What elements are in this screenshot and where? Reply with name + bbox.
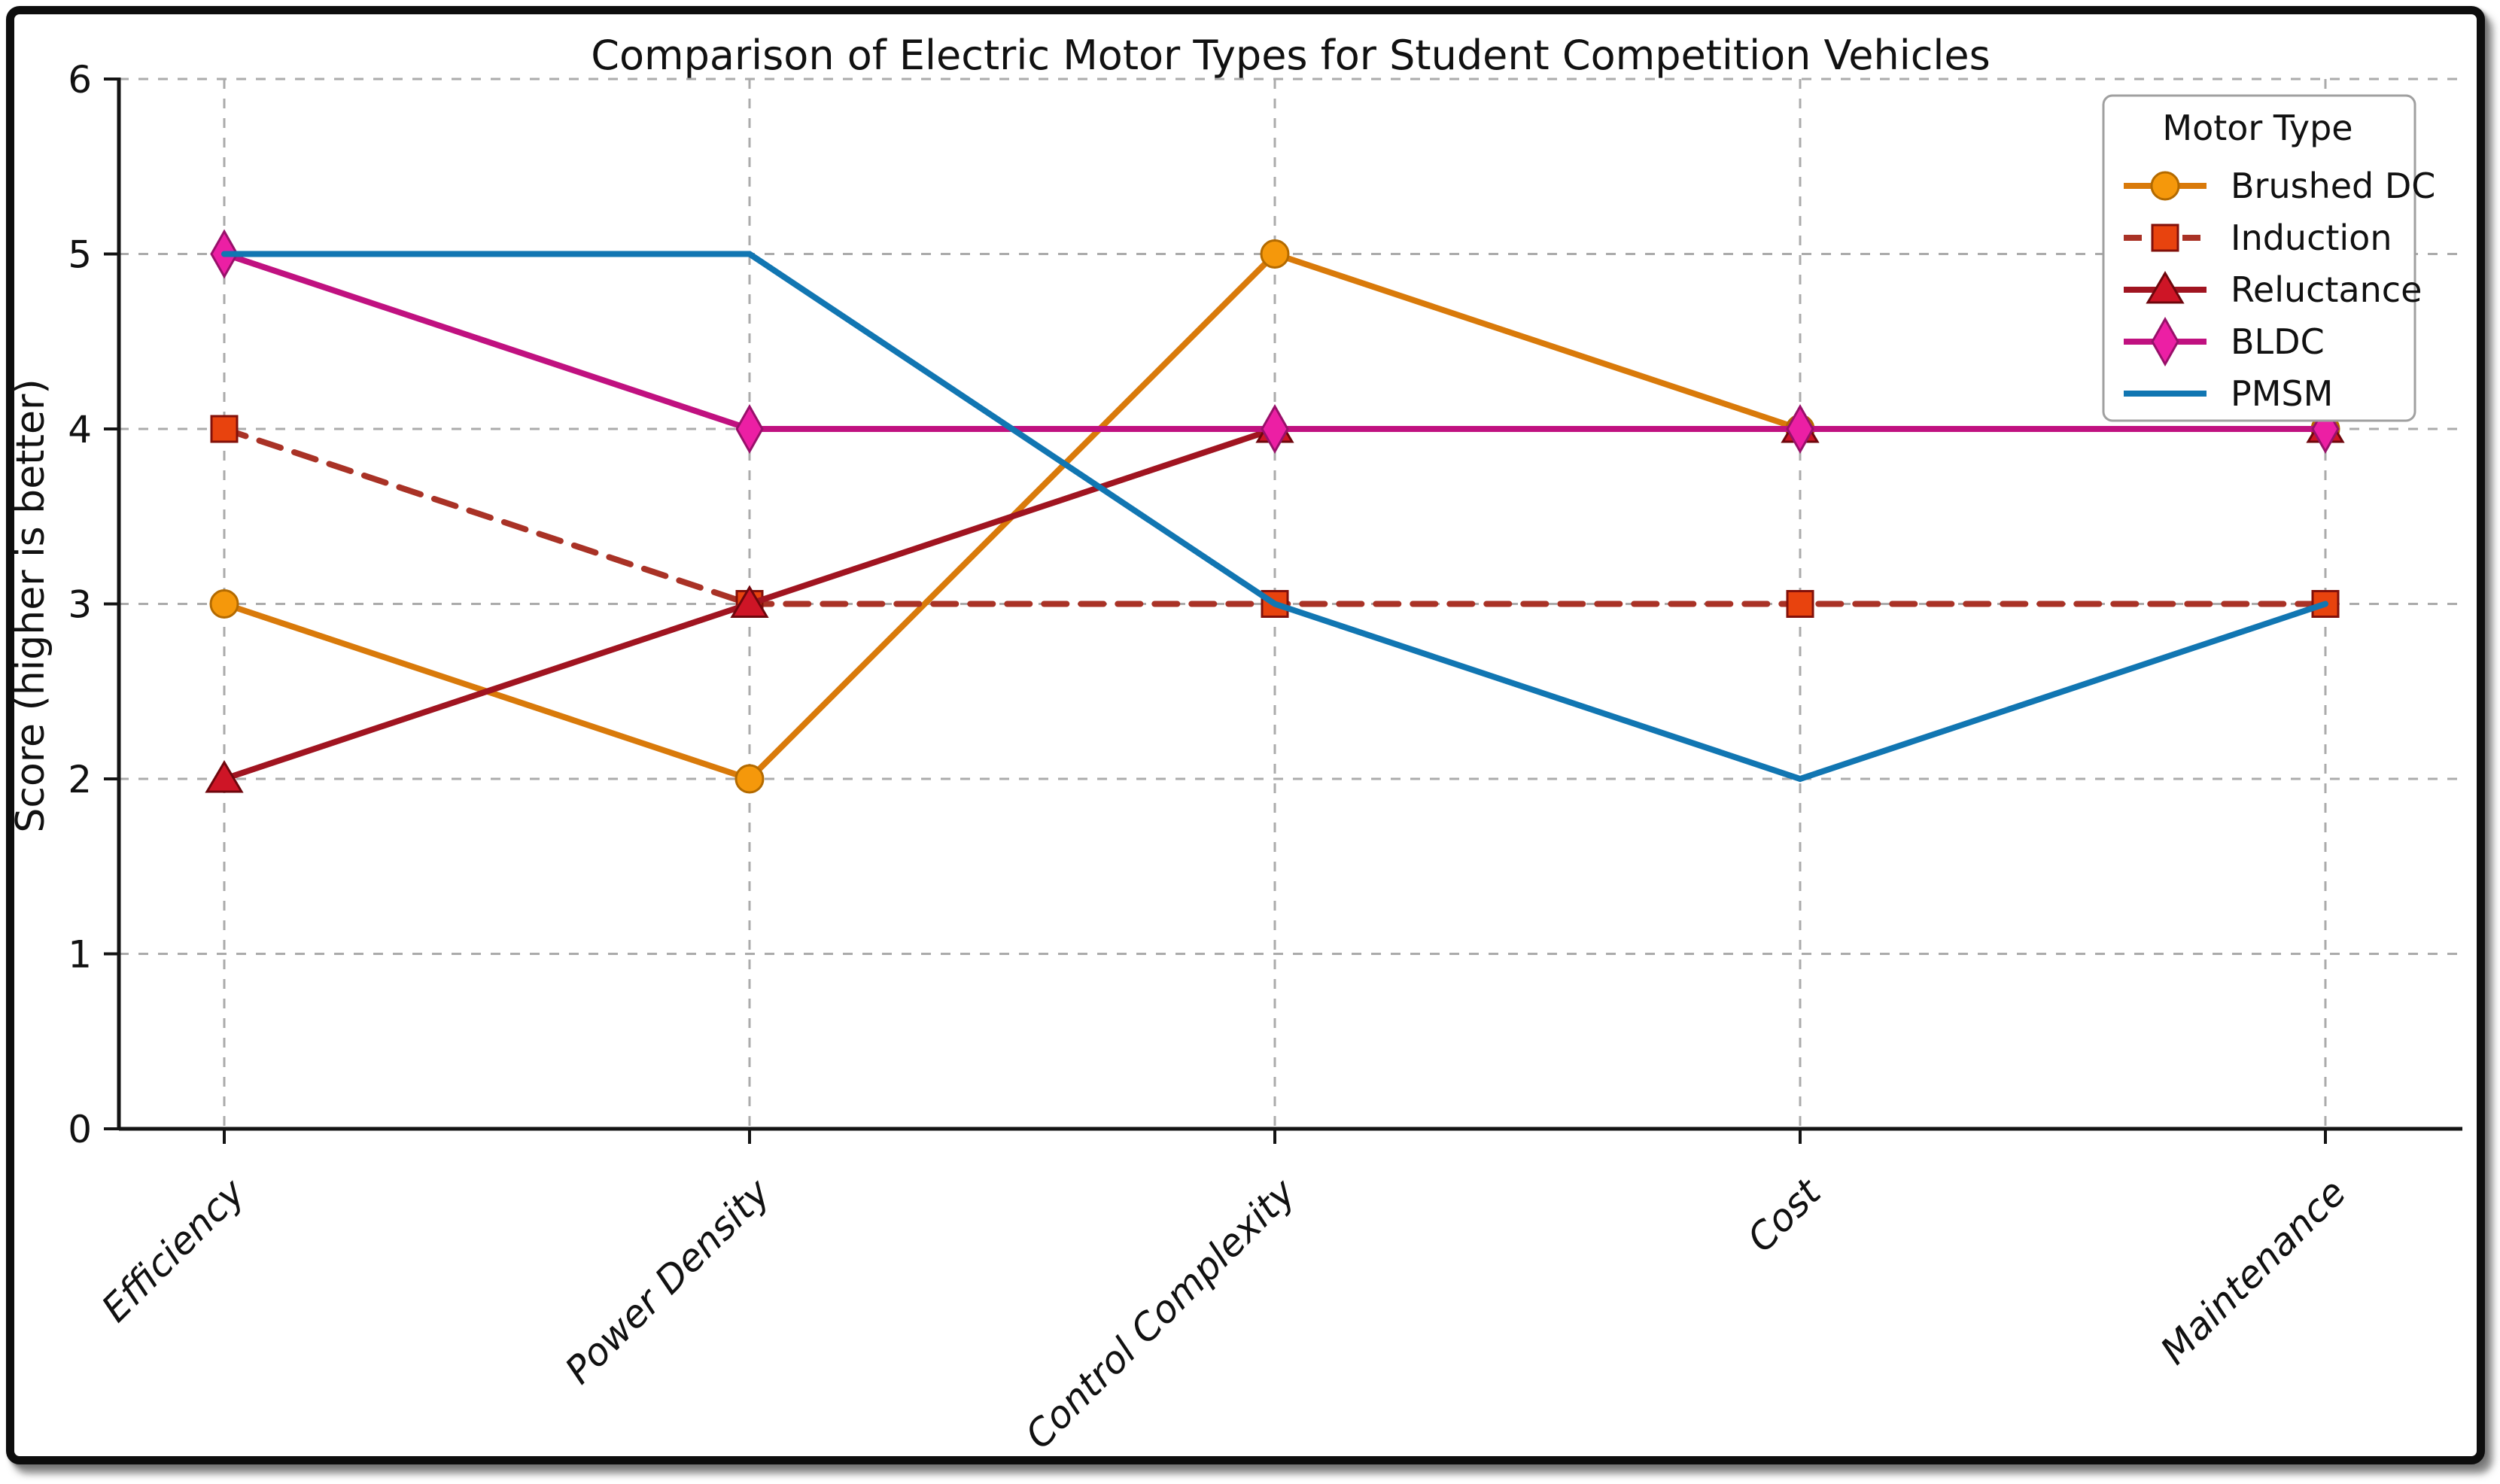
y-tick-label-2: 2 xyxy=(68,758,92,801)
y-tick-label-3: 3 xyxy=(68,583,92,627)
legend-label-induction: Induction xyxy=(2231,217,2392,258)
marker-bldc-cost xyxy=(1786,403,1814,455)
legend-label-brushed-dc: Brushed DC xyxy=(2231,166,2435,206)
marker-bldc-control-complexity xyxy=(1261,403,1289,455)
series-bldc xyxy=(210,229,2340,455)
marker-brushed-dc-control-complexity xyxy=(1260,239,1290,269)
marker-brushed-dc-efficiency xyxy=(209,589,239,619)
marker-reluctance-power-density xyxy=(730,585,769,618)
legend-label-bldc: BLDC xyxy=(2231,321,2325,362)
y-axis-label: Score (higher is better) xyxy=(8,379,53,832)
legend-sample-marker-reluctance xyxy=(2146,271,2185,304)
legend-sample-marker-induction xyxy=(2151,224,2179,252)
marker-induction-cost xyxy=(1786,590,1814,618)
marker-bldc-power-density xyxy=(735,403,764,455)
x-tick-label-cost: Cost xyxy=(1739,1169,1830,1260)
marker-reluctance-efficiency xyxy=(205,760,244,793)
legend-label-reluctance: Reluctance xyxy=(2231,269,2422,310)
y-tick-label-1: 1 xyxy=(68,933,92,977)
legend-sample-marker-bldc xyxy=(2151,316,2179,367)
legend-sample-marker-brushed-dc xyxy=(2150,171,2180,201)
chart-frame xyxy=(6,6,2485,1464)
y-tick-label-5: 5 xyxy=(68,233,92,277)
legend-label-pmsm: PMSM xyxy=(2231,373,2333,414)
x-tick-label-control-complexity: Control Complexity xyxy=(1017,1169,1304,1457)
x-tick-label-maintenance: Maintenance xyxy=(2152,1170,2355,1373)
marker-induction-efficiency xyxy=(210,415,239,443)
series-pmsm xyxy=(221,251,2328,783)
series-line-pmsm xyxy=(221,251,2328,783)
legend-item-brushed-dc: Brushed DC xyxy=(2124,166,2435,206)
legend-title: Motor Type xyxy=(2162,108,2352,148)
x-tick-label-power-density: Power Density xyxy=(557,1169,780,1392)
legend-item-reluctance: Reluctance xyxy=(2124,269,2422,310)
y-tick-label-6: 6 xyxy=(68,58,92,102)
marker-brushed-dc-power-density xyxy=(734,764,765,794)
y-tick-label-4: 4 xyxy=(68,408,92,452)
legend-item-bldc: BLDC xyxy=(2124,316,2325,367)
legend: Motor Type Brushed DC Induction Reluctance B… xyxy=(2102,94,2435,422)
chart-title: Comparison of Electric Motor Types for S… xyxy=(591,32,1991,79)
y-tick-label-0: 0 xyxy=(68,1108,92,1151)
x-tick-label-efficiency: Efficiency xyxy=(93,1169,254,1330)
legend-item-pmsm: PMSM xyxy=(2124,373,2333,414)
legend-item-induction: Induction xyxy=(2124,217,2392,258)
